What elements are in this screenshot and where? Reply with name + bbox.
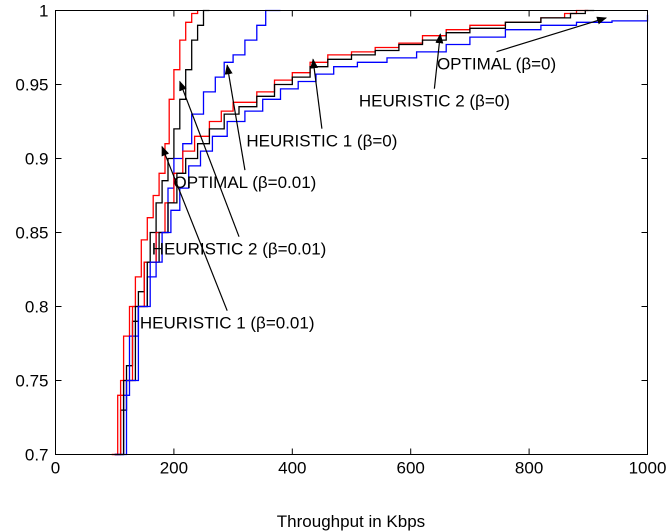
y-tick-label: 0.9: [25, 150, 49, 169]
y-tick-label: 0.75: [15, 372, 48, 391]
annotation-label: HEURISTIC 2 (β=0): [359, 92, 510, 111]
y-tick-label: 0.95: [15, 76, 48, 95]
annotation-arrow: [496, 16, 608, 53]
x-tick-label: 800: [515, 459, 543, 478]
x-axis-label: Throughput in Kbps: [277, 512, 425, 531]
annotation-label: HEURISTIC 1 (β=0.01): [140, 314, 315, 333]
annotation-label: HEURISTIC 2 (β=0.01): [152, 240, 327, 259]
x-tick-label: 1000: [629, 459, 667, 478]
series-line-4: [111, 9, 589, 456]
y-tick-label: 0.8: [25, 298, 49, 317]
annotation-arrow: [433, 33, 444, 89]
y-tick-label: 1: [39, 2, 48, 21]
annotation-label: OPTIMAL (β=0): [437, 55, 556, 74]
annotation-label: HEURISTIC 1 (β=0): [246, 132, 397, 151]
series-line-3: [114, 9, 281, 456]
y-tick-label: 0.85: [15, 224, 48, 243]
x-tick-label: 200: [160, 459, 188, 478]
annotation-label: OPTIMAL (β=0.01): [174, 173, 317, 192]
series-line-5: [114, 9, 595, 456]
annotation-arrow: [224, 64, 246, 171]
series-layer: [111, 9, 649, 456]
x-tick-label: 400: [278, 459, 306, 478]
tick-layer: 0 200 400 600 800 1000 0.7 0.75 0.8 0.85 0.9 0.95 1: [15, 2, 666, 478]
annotation-layer: OPTIMAL (β=0) HEURISTIC 2 (β=0) HEURISTIC …: [140, 16, 608, 333]
y-tick-label: 0.7: [25, 446, 49, 465]
x-tick-label: 0: [51, 459, 60, 478]
annotation-arrow: [161, 145, 228, 311]
annotation-arrow: [310, 58, 323, 129]
annotation-arrow: [179, 80, 240, 237]
series-line-6: [114, 14, 649, 456]
plot-frame: [55, 10, 648, 455]
x-tick-label: 600: [397, 459, 425, 478]
